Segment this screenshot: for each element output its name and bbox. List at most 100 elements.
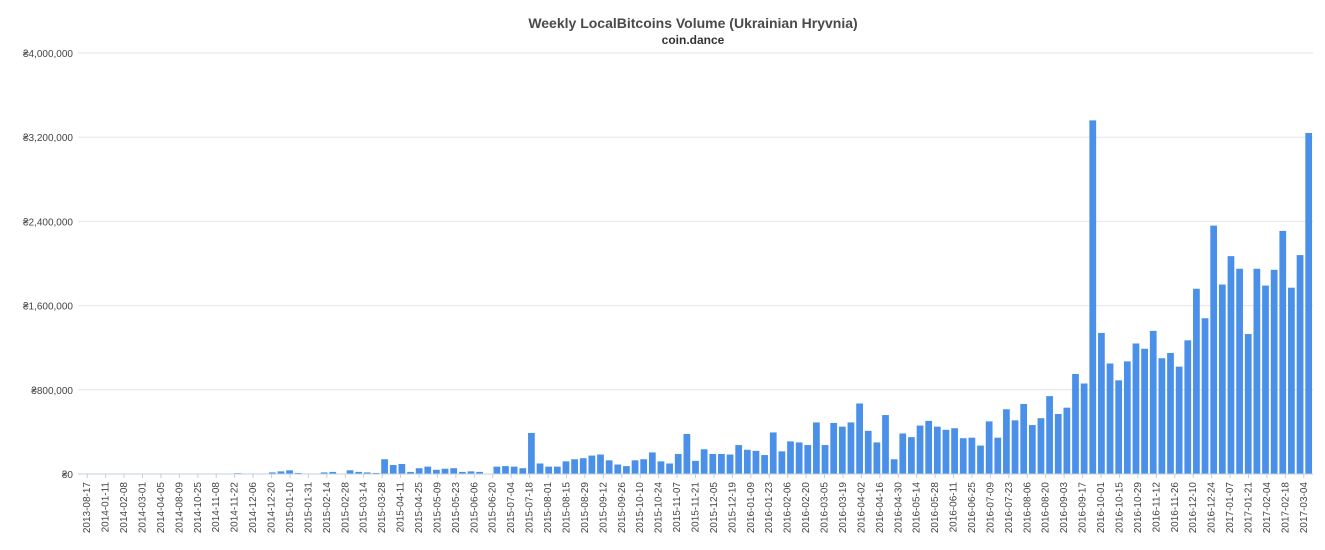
x-tick-label: 2016-08-06 bbox=[1022, 482, 1033, 534]
bar bbox=[959, 438, 967, 474]
x-tick-label: 2017-02-18 bbox=[1280, 482, 1291, 534]
x-tick-label: 2016-01-23 bbox=[764, 482, 775, 534]
x-tick-label: 2017-02-04 bbox=[1262, 482, 1273, 534]
bar bbox=[588, 455, 596, 474]
bar bbox=[813, 422, 820, 474]
x-tick-label: 2015-06-20 bbox=[488, 482, 499, 534]
x-tick-label: 2015-12-19 bbox=[727, 482, 738, 534]
x-tick-label: 2015-03-28 bbox=[377, 482, 388, 534]
bar bbox=[519, 468, 527, 474]
bar bbox=[847, 422, 855, 474]
bar bbox=[1011, 420, 1019, 474]
bar bbox=[1184, 340, 1192, 474]
bar bbox=[1123, 361, 1131, 474]
bar bbox=[1210, 225, 1218, 474]
bar bbox=[1270, 269, 1278, 474]
x-tick-label: 2014-04-05 bbox=[156, 482, 167, 534]
bar bbox=[700, 449, 708, 474]
bar bbox=[597, 454, 604, 474]
x-tick-label: 2015-12-05 bbox=[709, 482, 720, 534]
bar bbox=[1296, 255, 1304, 474]
bar bbox=[571, 459, 578, 474]
x-tick-label: 2015-09-26 bbox=[617, 482, 628, 534]
x-tick-label: 2015-05-09 bbox=[432, 482, 443, 534]
bar bbox=[666, 463, 673, 474]
bar bbox=[1262, 285, 1269, 474]
bar bbox=[1158, 358, 1166, 474]
bar bbox=[648, 452, 656, 474]
x-tick-label: 2017-01-21 bbox=[1243, 482, 1254, 534]
bar bbox=[709, 454, 717, 474]
bar bbox=[726, 454, 734, 474]
x-tick-label: 2016-02-06 bbox=[783, 482, 794, 534]
bar bbox=[268, 472, 276, 474]
x-tick-label: 2015-04-25 bbox=[414, 482, 425, 534]
x-tick-label: 2015-11-07 bbox=[672, 482, 683, 533]
bar bbox=[942, 429, 950, 474]
bar bbox=[415, 468, 423, 474]
bar bbox=[467, 471, 475, 474]
bar bbox=[1106, 363, 1114, 474]
bar bbox=[1253, 268, 1261, 474]
x-tick-label: 2016-01-09 bbox=[746, 482, 757, 534]
x-tick-label: 2016-06-11 bbox=[949, 482, 960, 533]
x-tick-label: 2014-02-08 bbox=[119, 482, 130, 534]
bar bbox=[372, 472, 380, 474]
x-tick-label: 2014-03-01 bbox=[138, 482, 149, 534]
bar bbox=[640, 459, 648, 474]
bar bbox=[433, 469, 440, 474]
x-tick-label: 2016-10-29 bbox=[1133, 482, 1144, 534]
x-tick-label: 2014-12-06 bbox=[248, 482, 259, 534]
x-tick-label: 2015-08-29 bbox=[580, 482, 591, 534]
y-tick-label: ₴4,000,000 bbox=[23, 49, 73, 60]
x-tick-label: 2016-02-20 bbox=[801, 482, 812, 534]
bar bbox=[864, 430, 872, 474]
bar bbox=[873, 442, 881, 474]
bar bbox=[510, 466, 518, 474]
x-tick-label: 2015-06-06 bbox=[469, 482, 480, 534]
bar bbox=[1054, 414, 1062, 474]
x-tick-label: 2015-07-18 bbox=[525, 482, 536, 534]
x-tick-label: 2015-03-14 bbox=[359, 482, 370, 534]
bar bbox=[562, 461, 570, 474]
x-tick-label: 2015-10-10 bbox=[635, 482, 646, 534]
bar bbox=[1089, 120, 1097, 475]
bar bbox=[458, 471, 466, 474]
bar bbox=[718, 454, 725, 474]
y-tick-label: ₴0 bbox=[62, 470, 74, 481]
bar bbox=[1193, 288, 1200, 474]
x-tick-label: 2016-12-10 bbox=[1188, 482, 1199, 534]
bar bbox=[502, 466, 509, 474]
bar bbox=[985, 421, 993, 475]
bar bbox=[1175, 366, 1183, 474]
bar bbox=[743, 449, 751, 474]
y-axis-ticks: ₴0 ₴800,000 ₴1,600,000 ₴2,400,000 ₴3,200,000… bbox=[23, 49, 73, 481]
bar bbox=[294, 472, 302, 474]
x-tick-label: 2016-11-12 bbox=[1151, 482, 1162, 533]
x-tick-label: 2016-06-25 bbox=[967, 482, 978, 534]
x-tick-label: 2015-05-23 bbox=[451, 482, 462, 534]
bar bbox=[908, 437, 915, 474]
x-tick-label: 2014-01-11 bbox=[101, 482, 112, 533]
x-tick-label: 2016-03-19 bbox=[838, 482, 849, 534]
bar bbox=[994, 437, 1002, 474]
x-tick-label: 2016-09-03 bbox=[1059, 482, 1070, 534]
bar bbox=[346, 470, 354, 474]
bar bbox=[286, 470, 293, 474]
x-tick-label: 2016-11-26 bbox=[1170, 482, 1181, 533]
bar bbox=[1305, 132, 1313, 475]
y-tick-label: ₴3,200,000 bbox=[23, 133, 73, 144]
x-tick-label: 2014-11-22 bbox=[230, 482, 241, 533]
bar bbox=[1046, 396, 1053, 474]
x-tick-label: 2017-03-04 bbox=[1299, 482, 1310, 534]
x-tick-label: 2016-05-28 bbox=[930, 482, 941, 534]
x-tick-label: 2013-08-17 bbox=[82, 482, 93, 534]
x-tick-label: 2015-09-12 bbox=[598, 482, 609, 534]
bar bbox=[838, 426, 846, 474]
bar bbox=[355, 471, 363, 474]
bar bbox=[933, 426, 941, 474]
bar bbox=[614, 464, 622, 474]
chart-title: Weekly LocalBitcoins Volume (Ukrainian H… bbox=[528, 15, 857, 31]
bar bbox=[545, 466, 553, 474]
